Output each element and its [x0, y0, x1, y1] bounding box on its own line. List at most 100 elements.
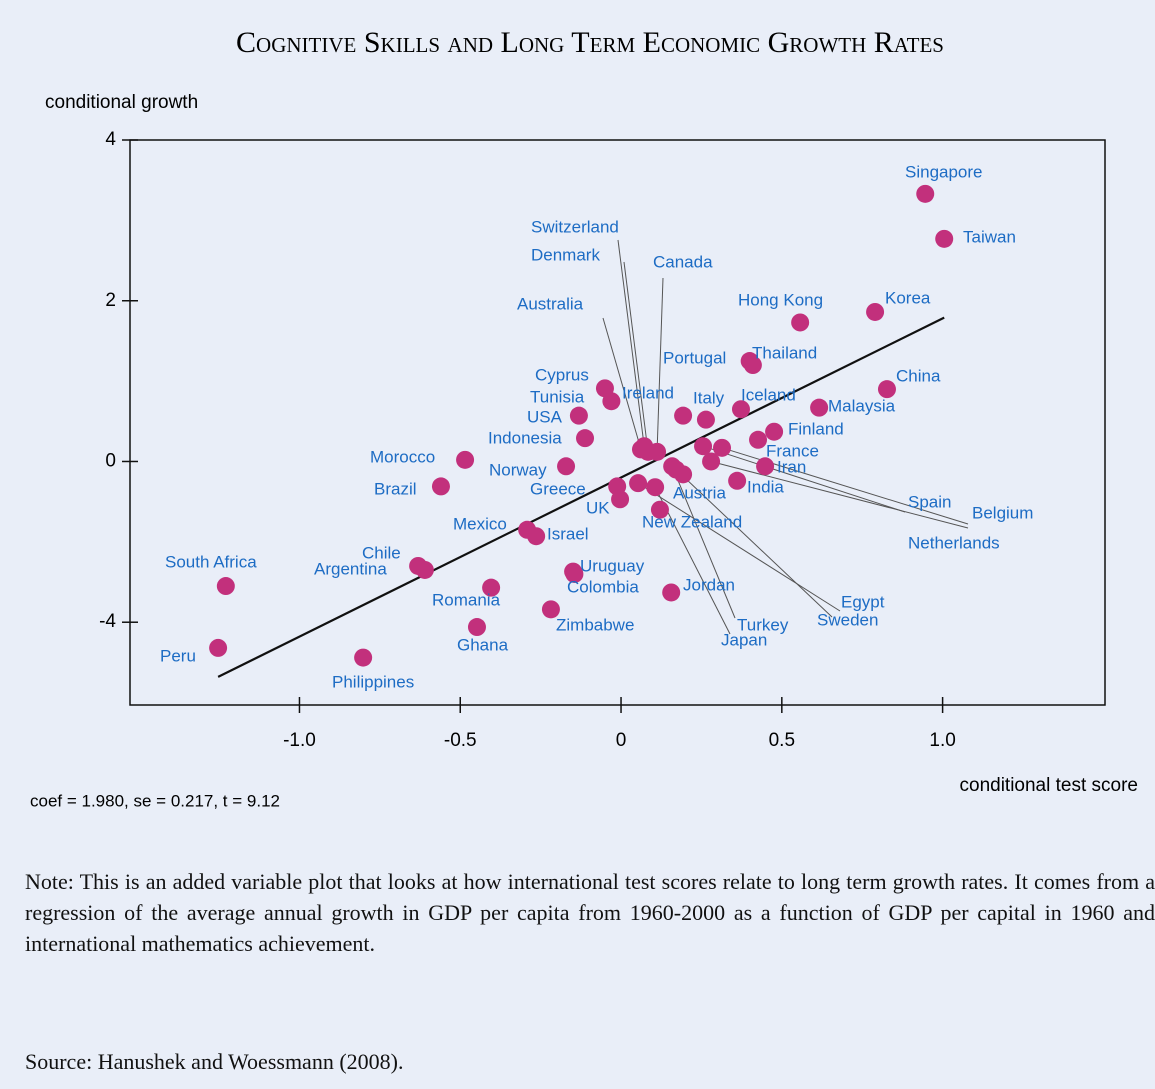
point-label: Israel: [547, 524, 589, 543]
point-label: Indonesia: [488, 428, 562, 447]
point-label: Taiwan: [963, 227, 1016, 246]
leader-line: [702, 445, 906, 513]
point-label: Iceland: [741, 385, 796, 404]
point: [209, 638, 228, 657]
chart-title: Cognitive Skills and Long Term Economic …: [236, 26, 944, 59]
point-label: Jordan: [683, 575, 735, 594]
point-label: South Africa: [165, 552, 257, 571]
x-axis-label: conditional test score: [960, 775, 1139, 796]
point: [354, 648, 373, 667]
point-label: Mexico: [453, 514, 507, 533]
point: [557, 457, 576, 476]
note: Note: This is an added variable plot tha…: [25, 869, 1155, 956]
point-label: Hong Kong: [738, 290, 823, 309]
point: [667, 460, 686, 479]
point-label: Iran: [777, 457, 806, 476]
point: [877, 380, 896, 399]
leader-line: [656, 277, 664, 452]
y-tick-label: -4: [99, 611, 116, 632]
point: [866, 302, 885, 321]
point-label: Denmark: [531, 245, 600, 264]
point-label: Korea: [885, 288, 931, 307]
point: [602, 392, 621, 411]
point: [674, 406, 693, 425]
point-label: Switzerland: [531, 217, 619, 236]
point-label: Belgium: [972, 503, 1033, 522]
y-tick-label: 2: [105, 290, 116, 311]
point: [702, 452, 721, 471]
source: Source: Hanushek and Woessmann (2008).: [25, 1049, 404, 1074]
point-label: Ghana: [457, 635, 509, 654]
x-tick-label: 0: [616, 730, 627, 751]
point-label: Turkey: [737, 615, 789, 634]
point-label: Uruguay: [580, 556, 645, 575]
point-label: Cyprus: [535, 365, 589, 384]
point: [541, 600, 560, 619]
point-label: Japan: [721, 630, 767, 649]
point: [694, 437, 713, 456]
y-tick-label: 0: [105, 450, 116, 471]
point-label: Austria: [673, 483, 726, 502]
point: [456, 450, 475, 469]
point: [696, 410, 715, 429]
leader-line: [602, 317, 642, 450]
point-label: New Zealand: [642, 512, 742, 531]
x-tick-label: 0.5: [769, 730, 795, 751]
leader-line: [675, 469, 833, 618]
point: [916, 184, 935, 203]
point-label: India: [747, 477, 784, 496]
point: [756, 457, 775, 476]
point: [650, 500, 669, 519]
point-label: UK: [586, 498, 610, 517]
point: [431, 477, 450, 496]
point-label: Romania: [432, 590, 501, 609]
point: [576, 429, 595, 448]
point: [569, 406, 588, 425]
point-label: Zimbabwe: [556, 615, 634, 634]
point: [611, 490, 630, 509]
point-label: France: [766, 441, 819, 460]
fit-line: [217, 316, 945, 678]
point-label: Sweden: [817, 610, 878, 629]
leader-line: [637, 482, 841, 612]
point-label: USA: [527, 407, 563, 426]
point-label: Egypt: [841, 592, 885, 611]
y-tick-label: 4: [105, 129, 116, 150]
leader-line: [671, 466, 736, 619]
point-label: Thailand: [752, 343, 817, 362]
point: [646, 478, 665, 497]
point: [565, 564, 584, 583]
point: [467, 618, 486, 637]
point: [749, 430, 768, 449]
point: [527, 527, 546, 546]
point-label: Canada: [653, 252, 713, 271]
point-label: Malaysia: [828, 396, 896, 415]
point-label: Norway: [489, 460, 547, 479]
point: [631, 440, 650, 459]
point-label: Chile: [362, 543, 401, 562]
point-label: Brazil: [374, 479, 417, 498]
point: [415, 560, 434, 579]
point-label: Netherlands: [908, 533, 1000, 552]
point: [791, 313, 810, 332]
point-label: Philippines: [332, 672, 414, 691]
point-label: Finland: [788, 419, 844, 438]
point: [935, 229, 954, 248]
point-label: Greece: [530, 479, 586, 498]
x-tick-label: -1.0: [283, 730, 316, 751]
leader-line: [710, 460, 969, 529]
point: [713, 438, 732, 457]
point-label: Singapore: [905, 162, 983, 181]
point: [648, 442, 667, 461]
point: [216, 577, 235, 596]
point: [810, 398, 829, 417]
point-label: Colombia: [567, 577, 639, 596]
point-label: Ireland: [622, 383, 674, 402]
point-label: Australia: [517, 294, 584, 313]
y-axis-label: conditional growth: [45, 92, 198, 113]
stats: coef = 1.980, se = 0.217, t = 9.12: [30, 791, 280, 810]
point: [731, 400, 750, 419]
point-label: Italy: [693, 388, 725, 407]
point: [765, 422, 784, 441]
